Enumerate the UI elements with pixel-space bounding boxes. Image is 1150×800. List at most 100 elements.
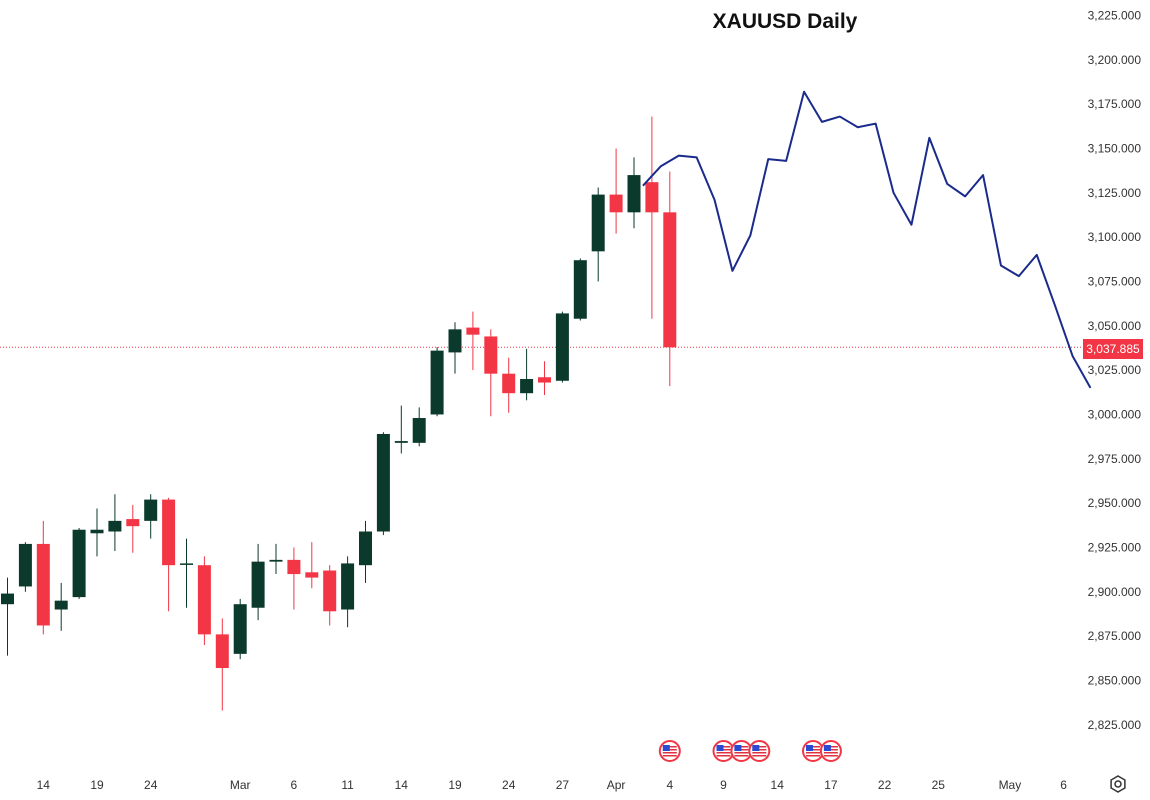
candle-body: [430, 350, 444, 415]
x-tick-label: 11: [341, 778, 354, 792]
candle: [90, 508, 104, 557]
candle-body: [466, 327, 480, 335]
candle: [627, 157, 641, 229]
candle: [573, 258, 587, 321]
candle-body: [520, 379, 534, 394]
candle-body: [54, 600, 68, 610]
y-axis[interactable]: 3,225.000 3,200.000 3,175.000 3,150.000 3,12…: [1088, 9, 1142, 732]
candle: [448, 322, 462, 374]
candle-body: [645, 182, 659, 213]
candle: [502, 357, 516, 413]
candle: [18, 542, 32, 592]
candle-body: [108, 520, 122, 532]
candle: [144, 494, 158, 539]
candle: [323, 565, 337, 626]
candle-body: [412, 418, 426, 443]
y-tick-label: 3,050.000: [1088, 319, 1142, 333]
candle-body: [36, 543, 50, 626]
x-tick-label: 4: [666, 778, 673, 792]
candle: [233, 598, 247, 660]
us-flag-icon[interactable]: [748, 740, 771, 762]
x-tick-label: 22: [878, 778, 892, 792]
candle: [1, 577, 14, 656]
events-row[interactable]: [658, 740, 842, 762]
candle: [645, 116, 659, 319]
x-tick-label: 6: [291, 778, 298, 792]
x-tick-label: May: [999, 778, 1022, 792]
candle-body: [591, 194, 605, 252]
candle-body: [251, 561, 265, 608]
candle: [162, 497, 176, 612]
candle-body: [341, 563, 355, 610]
candle: [251, 543, 265, 621]
candle-body: [609, 194, 623, 213]
y-tick-label: 2,950.000: [1088, 496, 1142, 510]
y-tick-label: 2,825.000: [1088, 718, 1142, 732]
candle: [663, 171, 677, 387]
x-tick-label: 19: [90, 778, 104, 792]
y-tick-label: 2,850.000: [1088, 673, 1142, 687]
candle-body: [555, 313, 569, 381]
y-tick-label: 3,025.000: [1088, 363, 1142, 377]
x-tick-label: 25: [932, 778, 946, 792]
candle: [287, 547, 301, 610]
candle: [126, 504, 140, 553]
candle-body: [538, 377, 551, 383]
settings-icon[interactable]: [1108, 774, 1128, 794]
y-tick-label: 3,175.000: [1088, 97, 1142, 111]
y-tick-label: 2,875.000: [1088, 629, 1142, 643]
y-tick-label: 3,150.000: [1088, 141, 1142, 155]
x-tick-label: Mar: [230, 778, 251, 792]
us-flag-icon[interactable]: [658, 740, 681, 762]
y-tick-label: 2,975.000: [1088, 452, 1142, 466]
y-tick-label: 2,900.000: [1088, 585, 1142, 599]
candle: [609, 148, 623, 234]
x-axis[interactable]: 14 19 24 Mar 6 11 14 19 24 27 Apr 4 9 14 17 22 25 May 6: [37, 778, 1068, 792]
candle-body: [394, 441, 408, 443]
y-tick-label: 2,925.000: [1088, 540, 1142, 554]
x-tick-label: 14: [37, 778, 51, 792]
candle-body: [323, 570, 337, 612]
last-price-tag: 3,037.885: [1083, 339, 1143, 359]
y-tick-label: 3,125.000: [1088, 186, 1142, 200]
forecast-series: [642, 90, 1092, 389]
x-tick-label: 17: [824, 778, 838, 792]
candle: [466, 311, 480, 371]
y-tick-label: 3,225.000: [1088, 9, 1142, 23]
x-tick-label: 6: [1060, 778, 1067, 792]
candle: [430, 347, 444, 417]
candle: [484, 329, 498, 417]
candle-body: [1, 593, 14, 605]
candle: [412, 407, 426, 447]
candle: [555, 311, 569, 383]
candle-body: [502, 373, 516, 394]
candle-body: [126, 519, 140, 527]
candle: [394, 405, 408, 454]
us-flag-icon[interactable]: [819, 740, 842, 762]
candle-body: [197, 565, 211, 635]
candle: [538, 361, 551, 395]
x-tick-label: 19: [448, 778, 462, 792]
forecast-line: [642, 90, 1092, 389]
x-tick-label: 9: [720, 778, 727, 792]
candle-body: [573, 260, 587, 319]
chart-title: XAUUSD Daily: [712, 10, 858, 33]
candle: [108, 494, 122, 552]
y-tick-label: 3,075.000: [1088, 274, 1142, 288]
x-tick-label: 24: [144, 778, 158, 792]
y-tick-label: 3,000.000: [1088, 407, 1142, 421]
candle: [269, 543, 283, 575]
candle-body: [376, 433, 390, 532]
candle-body: [663, 212, 677, 348]
candle-body: [627, 175, 641, 213]
candle-body: [144, 499, 158, 521]
x-tick-label: 14: [771, 778, 785, 792]
x-tick-label: 24: [502, 778, 516, 792]
candle-body: [233, 604, 247, 654]
candle: [359, 520, 372, 583]
candle: [180, 538, 193, 608]
candles-group: [1, 116, 677, 711]
candle-body: [162, 499, 176, 566]
candle-body: [269, 559, 283, 562]
